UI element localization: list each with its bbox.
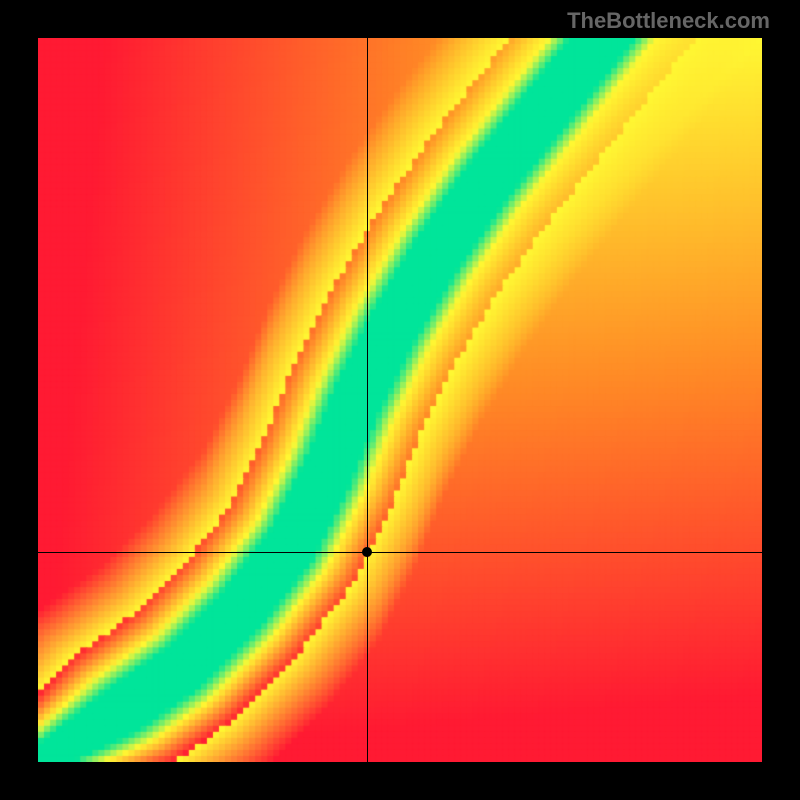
- heatmap-canvas: [38, 38, 762, 762]
- watermark-text: TheBottleneck.com: [567, 8, 770, 34]
- heatmap-plot: [38, 38, 762, 762]
- crosshair-vertical: [367, 38, 368, 762]
- crosshair-marker: [362, 547, 372, 557]
- crosshair-horizontal: [38, 552, 762, 553]
